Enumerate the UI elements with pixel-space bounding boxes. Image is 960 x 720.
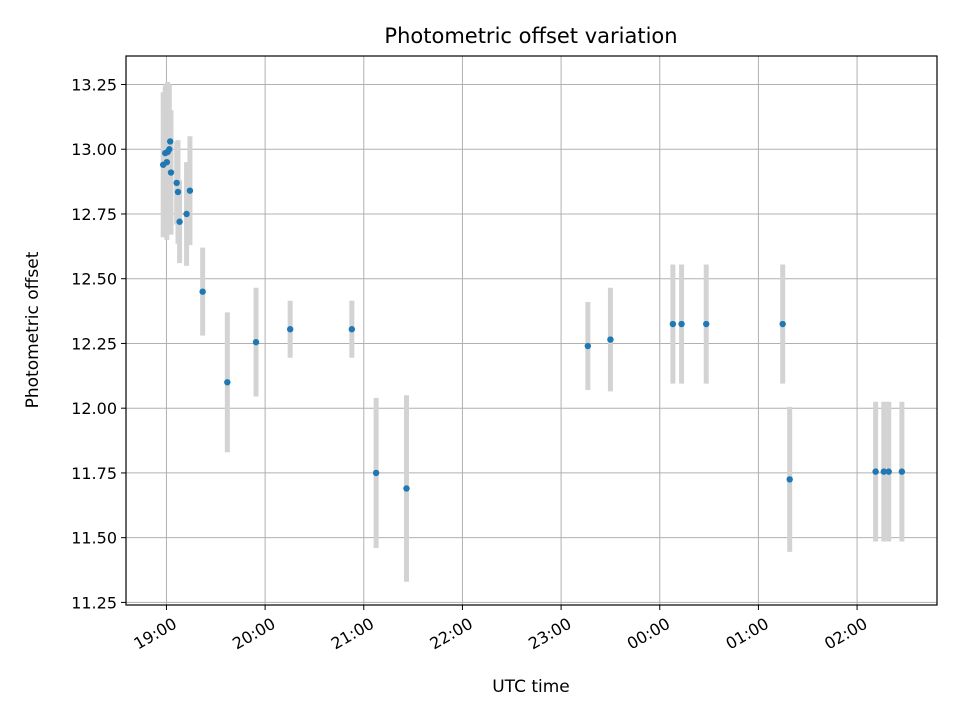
x-tick-label: 19:00 <box>130 614 179 654</box>
data-point <box>167 138 174 145</box>
data-point <box>584 342 592 350</box>
data-points <box>159 138 906 492</box>
data-point <box>163 158 171 166</box>
data-point <box>779 320 786 328</box>
data-point <box>176 218 183 225</box>
plot-frame <box>125 55 938 606</box>
data-point <box>348 326 356 333</box>
data-point <box>174 188 182 196</box>
x-tick-label: 22:00 <box>426 614 475 654</box>
data-point <box>166 146 173 153</box>
data-point <box>252 338 260 346</box>
data-point <box>173 179 180 187</box>
chart-title: Photometric offset variation <box>384 24 677 48</box>
y-tick-label: 12.25 <box>71 334 117 353</box>
y-tick-label: 11.50 <box>71 529 117 548</box>
data-point <box>186 187 194 194</box>
y-axis-ticks: 11.25 11.50 11.75 12.00 12.25 12.50 12.75 13.00… <box>71 75 126 612</box>
data-point <box>885 468 892 475</box>
data-point <box>872 468 879 475</box>
data-point <box>167 169 175 176</box>
y-axis-label: Photometric offset <box>23 251 43 408</box>
y-tick-label: 12.75 <box>71 205 117 224</box>
data-point <box>678 320 685 328</box>
y-tick-label: 11.75 <box>71 464 117 483</box>
data-point <box>372 469 380 477</box>
data-point <box>199 288 206 295</box>
y-tick-label: 11.25 <box>71 593 117 612</box>
y-tick-label: 13.00 <box>71 140 117 159</box>
data-point <box>880 468 888 475</box>
y-tick-label: 13.25 <box>71 75 117 94</box>
data-point <box>183 210 190 218</box>
data-point <box>607 336 614 343</box>
error-bars <box>160 81 905 582</box>
data-point <box>703 320 710 328</box>
x-axis-ticks: 19:00 20:00 21:00 22:00 23:00 00:00 01:00 02:00 <box>130 605 871 654</box>
x-tick-label: 21:00 <box>328 614 377 654</box>
x-axis-label: UTC time <box>492 677 570 697</box>
data-point <box>224 379 231 386</box>
data-point <box>898 468 906 475</box>
y-tick-label: 12.00 <box>71 399 117 418</box>
x-tick-label: 00:00 <box>624 614 673 654</box>
y-tick-label: 12.50 <box>71 270 117 289</box>
data-point <box>669 320 677 328</box>
grid-lines <box>126 56 937 605</box>
x-tick-label: 23:00 <box>525 614 574 654</box>
data-point <box>786 476 793 483</box>
data-point <box>286 326 294 333</box>
data-point <box>403 485 410 492</box>
x-tick-label: 02:00 <box>821 614 870 654</box>
x-tick-label: 20:00 <box>229 614 278 654</box>
x-tick-label: 01:00 <box>722 614 771 654</box>
